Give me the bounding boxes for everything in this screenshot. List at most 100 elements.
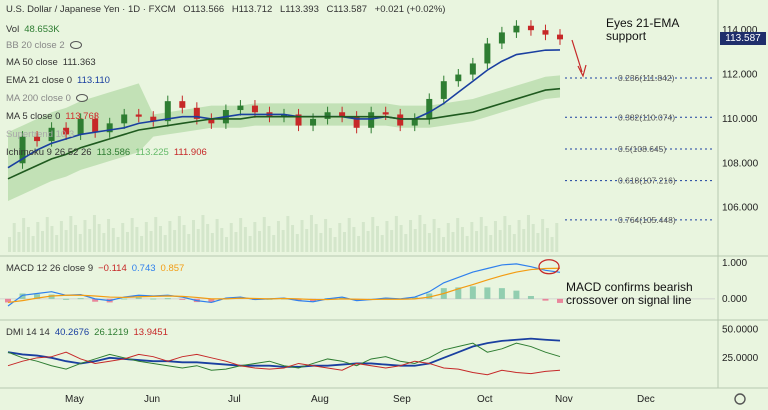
candle-body: [150, 116, 157, 122]
macd-histogram-bar: [34, 294, 41, 299]
ichimoku-legend[interactable]: Ichimoku 9 26 52 26 113.586 113.225 111.906: [6, 147, 207, 158]
volume-bar: [550, 237, 554, 252]
volume-bar: [352, 227, 356, 252]
volume-bar: [366, 231, 370, 252]
symbol-name[interactable]: U.S. Dollar / Japanese Yen · 1D · FXCM: [6, 4, 176, 15]
time-axis-label: May: [65, 394, 84, 405]
volume-bar: [107, 219, 111, 252]
candle-body: [48, 127, 55, 142]
volume-bar: [158, 226, 162, 252]
volume-bar: [376, 226, 379, 252]
volume-bar: [517, 220, 521, 252]
volume-bar: [17, 232, 21, 252]
volume-bar: [493, 221, 497, 252]
volume-bar: [399, 225, 403, 252]
supertrend-legend[interactable]: Supertrend 10 3: [6, 129, 75, 140]
volume-bar: [404, 234, 408, 252]
volume-bar: [291, 225, 295, 252]
last-price-tag: 113.587: [720, 32, 766, 45]
candle-body: [179, 101, 186, 108]
candle-body: [397, 114, 404, 126]
volume-bar: [149, 231, 153, 252]
volume-bar: [418, 215, 422, 252]
fib-label: 0.5(108.645): [618, 144, 666, 154]
volume-bar: [423, 224, 427, 252]
volume-bar: [234, 232, 238, 252]
change-value: +0.021 (+0.02%): [374, 4, 446, 15]
volume-bar: [555, 223, 559, 252]
ohlc-open: O113.566: [183, 4, 225, 15]
dmi-adx-line: [7, 337, 561, 368]
volume-bar: [338, 223, 342, 252]
time-axis-label: Jul: [228, 394, 241, 405]
fib-label: 0.236(111.842): [618, 73, 675, 83]
bb-legend[interactable]: BB 20 close 2: [6, 40, 87, 52]
volume-bar: [201, 215, 205, 252]
candle-body: [310, 118, 317, 126]
candle-body: [411, 118, 418, 126]
eye-icon[interactable]: [69, 41, 82, 50]
ma5-legend[interactable]: MA 5 close 0 113.763: [6, 111, 100, 122]
ema21-legend[interactable]: EMA 21 close 0 113.110: [6, 75, 110, 86]
volume-bar: [319, 233, 323, 252]
volume-bar: [309, 215, 313, 252]
volume-bar: [413, 229, 417, 252]
candle-body: [34, 136, 41, 142]
candle-body: [106, 123, 113, 133]
candle-body: [440, 81, 447, 99]
volume-bar: [300, 220, 304, 252]
volume-bar: [394, 216, 398, 252]
volume-bar: [484, 226, 488, 252]
macd-histogram-bar: [164, 298, 171, 300]
volume-bar: [442, 237, 446, 252]
macd-histogram-bar: [542, 298, 549, 301]
macd-tick-label: 0.000: [722, 294, 747, 305]
volume-bar: [31, 236, 35, 252]
vol-legend[interactable]: Vol 48.653K: [6, 24, 60, 35]
arrow-head-icon: [577, 64, 587, 78]
volume-bar: [328, 228, 332, 252]
fib-label: 0.382(110.074): [618, 112, 675, 122]
volume-bar: [173, 230, 177, 252]
candle-body: [455, 74, 462, 82]
volume-bar: [154, 217, 158, 252]
vol-value: 48.653K: [24, 24, 60, 35]
dmi-legend[interactable]: DMI 14 14 40.2676 26.1219 13.9451: [6, 327, 168, 338]
candle-body: [542, 30, 549, 35]
ma50-legend[interactable]: MA 50 close 111.363: [6, 57, 96, 68]
candle-body: [557, 34, 563, 40]
volume-bar: [102, 233, 106, 252]
ma200-legend[interactable]: MA 200 close 0: [6, 93, 93, 105]
volume-bar: [243, 227, 247, 252]
macd-histogram-bar: [557, 298, 563, 303]
volume-bar: [248, 236, 252, 252]
volume-bar: [536, 233, 540, 252]
ichimoku-cloud: [8, 75, 560, 201]
series-line-1: [7, 49, 561, 169]
candle-body: [121, 114, 128, 124]
macd-legend[interactable]: MACD 12 26 close 9 −0.114 0.743 0.857: [6, 263, 185, 274]
macd-histogram-bar: [498, 288, 505, 299]
volume-bar: [324, 219, 328, 252]
volume-bar: [508, 225, 512, 252]
symbol-header: U.S. Dollar / Japanese Yen · 1D · FXCM O…: [6, 4, 450, 16]
ohlc-close: C113.587: [326, 4, 368, 15]
down-arrow-icon: [571, 39, 583, 73]
macd-histogram-bar: [121, 298, 128, 300]
eye-icon[interactable]: [75, 94, 88, 103]
volume-bar: [125, 232, 129, 252]
volume-bar: [272, 235, 276, 252]
candle-body: [469, 63, 476, 75]
volume-bar: [92, 215, 96, 252]
ema-annotation: Eyes 21-EMA support: [606, 16, 680, 43]
volume-bar: [347, 218, 351, 252]
macd-histogram-bar: [469, 286, 476, 299]
macd-histogram-bar: [411, 297, 418, 299]
volume-bar: [446, 223, 450, 252]
time-axis-label: Sep: [393, 394, 411, 405]
dmi-plus-line: [7, 342, 561, 371]
fib-label: 0.618(107.216): [618, 176, 676, 186]
macd-histogram-bar: [208, 298, 215, 303]
volume-bar: [267, 226, 271, 252]
